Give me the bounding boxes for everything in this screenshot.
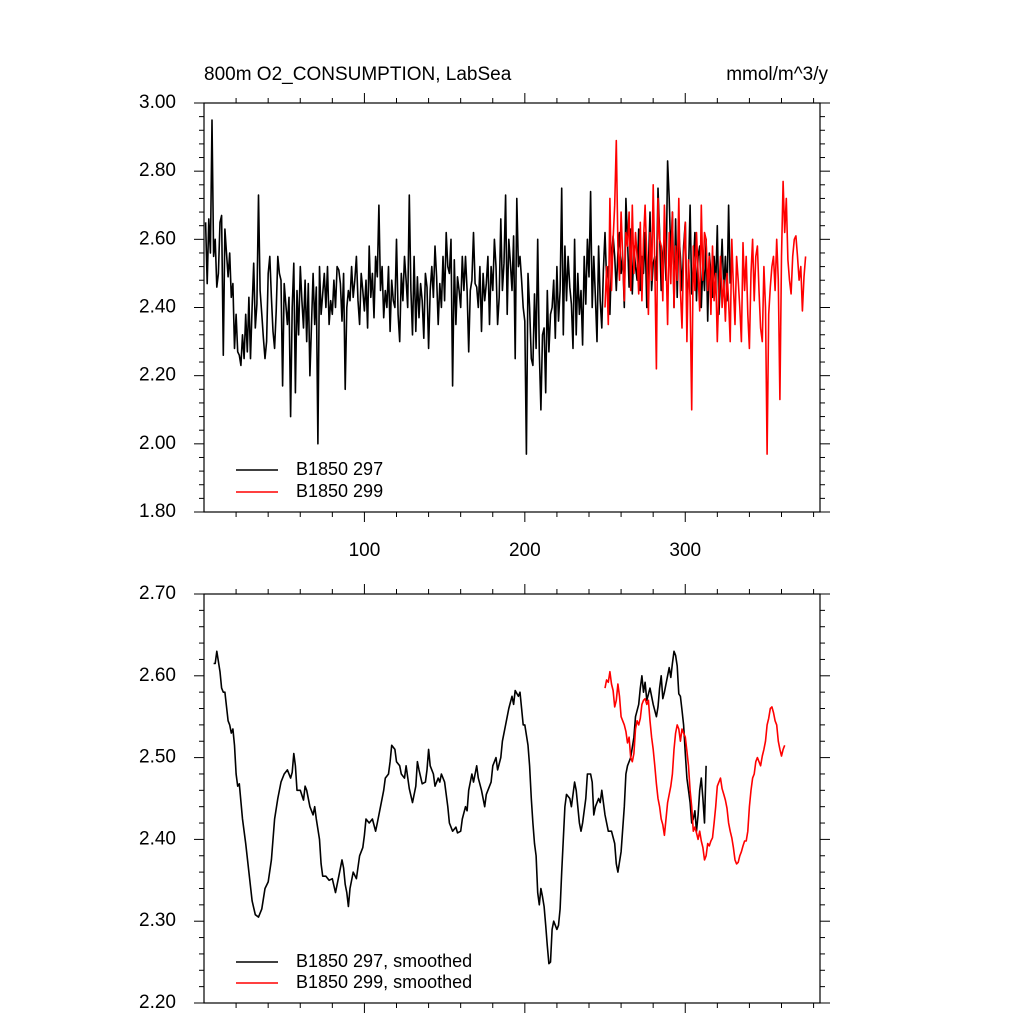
panel2-series-line-1: [213, 650, 707, 965]
panel1-y-tick-label: 2.80: [139, 160, 176, 181]
panel2-series-line-2: [604, 670, 786, 865]
panel1-series-line-2: [604, 139, 807, 455]
panel2-y-tick-label: 2.60: [139, 665, 176, 686]
panel1-frame: [203, 102, 821, 513]
units-label: mmol/m^3/y: [726, 64, 828, 85]
panel1-x-tick-label: 200: [509, 540, 541, 561]
panel2-legend-label: B1850 297, smoothed: [296, 951, 472, 971]
panel1-series-line-1: [204, 119, 731, 455]
panel1-y-tick-label: 2.00: [139, 433, 176, 454]
panel1-y-tick-label: 2.20: [139, 365, 176, 386]
panel1-legend-label: B1850 299: [296, 481, 383, 501]
panel2-y-tick-label: 2.20: [139, 992, 176, 1013]
panel2-y-tick-label: 2.40: [139, 828, 176, 849]
chart-title: 800m O2_CONSUMPTION, LabSea: [204, 64, 512, 85]
panel1-x-tick-label: 300: [669, 540, 701, 561]
panel2-legend-label: B1850 299, smoothed: [296, 972, 472, 992]
panel2-y-tick-label: 2.30: [139, 910, 176, 931]
panel1-y-tick-label: 1.80: [139, 501, 176, 522]
panel2-y-tick-label: 2.50: [139, 747, 176, 768]
panel2-frame: [203, 593, 821, 1004]
panel1-legend-label: B1850 297: [296, 459, 383, 479]
panel1-x-tick-label: 100: [349, 540, 381, 561]
panel1-y-tick-label: 2.60: [139, 228, 176, 249]
panel1-y-tick-label: 3.00: [139, 92, 176, 113]
panel2-y-tick-label: 2.70: [139, 583, 176, 604]
panel1-y-tick-label: 2.40: [139, 297, 176, 318]
